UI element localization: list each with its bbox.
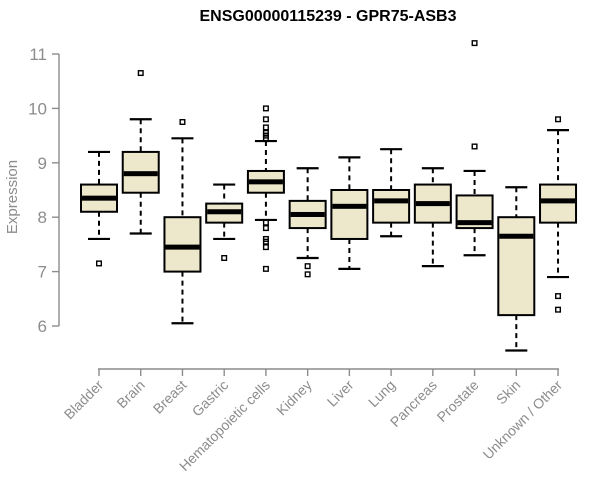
x-tick-label-unknown-other: Unknown / Other [480, 377, 566, 463]
outlier-point-hematopoietic-cells [262, 105, 269, 112]
outlier-point-prostate [471, 40, 478, 47]
median-line-prostate [457, 220, 492, 226]
outlier-point-kidney [304, 263, 311, 270]
y-tick-label: 9 [38, 154, 47, 173]
median-line-kidney [290, 211, 325, 217]
box-skin [497, 216, 536, 317]
box-liver [330, 189, 369, 240]
median-line-gastric [207, 209, 242, 215]
outlier-point-unknown-other [555, 116, 562, 123]
x-tick-label-brain: Brain [113, 377, 147, 411]
outlier-point-hematopoietic-cells [262, 265, 269, 272]
outlier-point-brain [137, 70, 144, 77]
median-line-unknown-other [541, 198, 576, 204]
median-line-bladder [82, 195, 116, 201]
outlier-point-prostate [471, 143, 478, 150]
y-tick-label: 10 [28, 99, 47, 118]
box-lung [372, 189, 411, 224]
median-line-skin [499, 233, 534, 239]
outlier-point-hematopoietic-cells [262, 219, 269, 226]
median-line-breast [165, 244, 200, 250]
box-breast [163, 216, 202, 273]
outlier-point-hematopoietic-cells [262, 244, 269, 251]
outlier-point-unknown-other [555, 293, 562, 300]
chart-title: ENSG00000115239 - GPR75-ASB3 [199, 8, 457, 25]
x-tick-label-skin: Skin [493, 377, 524, 408]
outlier-point-breast [179, 118, 186, 125]
outlier-point-hematopoietic-cells [262, 116, 269, 123]
outlier-point-hematopoietic-cells [262, 225, 269, 232]
outlier-point-unknown-other [555, 306, 562, 313]
x-tick-label-kidney: Kidney [273, 377, 315, 419]
median-line-lung [374, 198, 409, 204]
x-tick-label-prostate: Prostate [434, 377, 482, 425]
outlier-point-kidney [304, 271, 311, 278]
median-line-pancreas [415, 201, 450, 207]
x-tick-label-lung: Lung [365, 377, 398, 410]
outlier-point-hematopoietic-cells [262, 135, 269, 142]
y-tick-label: 8 [38, 208, 47, 227]
x-tick-label-bladder: Bladder [61, 377, 107, 423]
x-tick-label-liver: Liver [324, 377, 357, 410]
y-tick-label: 7 [38, 263, 47, 282]
median-line-liver [332, 203, 367, 209]
outlier-point-bladder [95, 260, 102, 267]
box-unknown-other [539, 183, 578, 224]
x-tick-label-breast: Breast [150, 377, 190, 417]
y-tick-label: 6 [38, 317, 47, 336]
outlier-point-gastric [221, 254, 228, 261]
median-line-hematopoietic-cells [248, 179, 283, 185]
median-line-brain [123, 171, 158, 177]
y-tick-label: 11 [29, 45, 47, 64]
outlier-point-hematopoietic-cells [262, 124, 269, 131]
outlier-point-hematopoietic-cells [262, 238, 269, 245]
